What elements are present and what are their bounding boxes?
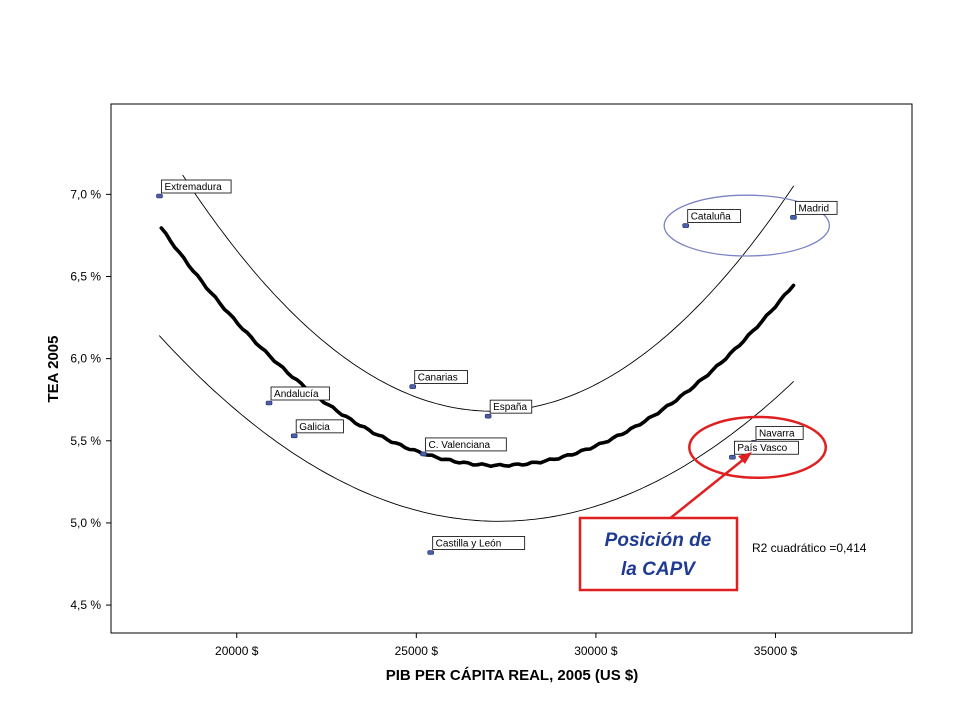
point-label-box-4	[270, 386, 330, 401]
data-point-1: Madrid	[790, 200, 838, 220]
y-tick-label-0: 4,5 %	[70, 598, 101, 612]
data-point-9: País Vasco	[729, 440, 799, 460]
data-point-5: España	[484, 399, 533, 419]
x-tick-label-2: 30000 $	[574, 644, 618, 658]
callout-line2: la CAPV	[621, 559, 696, 580]
point-label-3: Canarias	[418, 373, 458, 384]
point-marker-5	[484, 413, 492, 419]
point-label-4: Andalucía	[274, 389, 319, 400]
point-label-box-2	[687, 209, 741, 223]
data-point-3: Canarias	[409, 370, 468, 389]
y-axis: 4,5 % 5,0 % 5,5 % 6,0 % 6,5 % 7,0 %	[70, 187, 111, 612]
confidence-band-1	[159, 335, 794, 522]
point-label-1: Madrid	[798, 203, 829, 214]
point-marker-9	[729, 454, 736, 460]
y-tick-label-1: 5,0 %	[70, 516, 101, 530]
y-tick-label-4: 6,5 %	[70, 270, 101, 284]
x-tick-label-1: 25000 $	[395, 644, 439, 658]
point-label-9: País Vasco	[737, 443, 787, 454]
y-tick-label-3: 6,0 %	[70, 352, 101, 366]
point-label-box-6	[295, 419, 344, 434]
quadratic-fit-line	[159, 226, 796, 469]
callout-arrow	[667, 454, 750, 521]
data-point-2: Cataluña	[682, 209, 741, 228]
point-label-box-1	[795, 200, 838, 215]
point-label-5: España	[493, 402, 527, 413]
x-tick-label-3: 35000 $	[754, 644, 798, 658]
data-point-8: C. Valenciana	[420, 437, 507, 457]
point-marker-1	[790, 215, 797, 220]
point-label-7: Navarra	[759, 428, 795, 439]
data-point-10: Castilla y León	[427, 536, 526, 555]
point-marker-8	[420, 451, 427, 457]
point-label-box-7	[755, 426, 804, 440]
y-axis-title: TEA 2005	[45, 336, 62, 403]
point-label-box-8	[425, 437, 507, 452]
x-axis: 20000 $ 25000 $ 30000 $ 35000 $	[215, 633, 798, 658]
point-label-box-5	[489, 399, 533, 414]
point-label-0: Extremadura	[164, 182, 222, 193]
y-tick-label-2: 5,5 %	[70, 434, 101, 448]
data-points: Extremadura Madrid Cataluña Canarias Andaluc…	[156, 179, 838, 555]
callout-line1: Posición de	[605, 530, 712, 551]
point-label-8: C. Valenciana	[428, 440, 490, 451]
point-label-box-3	[414, 370, 468, 384]
point-marker-4	[265, 400, 273, 406]
point-marker-3	[409, 384, 417, 389]
callout-box: Posición de la CAPV	[578, 516, 739, 592]
point-label-box-10	[432, 536, 526, 550]
callout-arrowhead	[738, 452, 752, 464]
confidence-band-0	[182, 174, 794, 412]
fit-curves	[159, 174, 796, 522]
y-tick-label-5: 7,0 %	[70, 187, 101, 201]
x-tick-label-0: 20000 $	[215, 644, 259, 658]
data-point-6: Galicia	[290, 419, 344, 439]
point-label-6: Galicia	[299, 422, 330, 433]
point-label-box-0	[161, 179, 232, 194]
point-marker-0	[156, 193, 163, 199]
highlight-ellipses	[663, 194, 831, 480]
data-point-0: Extremadura	[156, 179, 232, 199]
data-point-4: Andalucía	[265, 386, 330, 406]
highlight-ellipse-1	[688, 415, 828, 480]
point-marker-2	[682, 223, 690, 228]
point-label-10: Castilla y León	[436, 539, 502, 550]
x-axis-title: PIB PER CÁPITA REAL, 2005 (US $)	[386, 667, 639, 684]
point-label-box-9	[734, 440, 799, 455]
r2-annotation: R2 cuadrático =0,414	[752, 541, 867, 555]
point-marker-6	[290, 433, 298, 439]
highlight-ellipse-0	[663, 194, 831, 257]
point-marker-10	[427, 550, 434, 555]
point-label-2: Cataluña	[691, 212, 731, 223]
